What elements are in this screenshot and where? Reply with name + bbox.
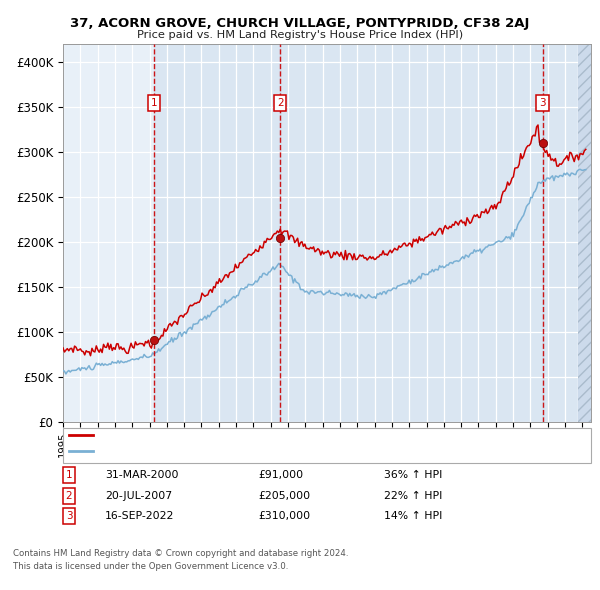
Text: 16-SEP-2022: 16-SEP-2022 (105, 512, 175, 521)
Text: 1: 1 (65, 470, 73, 480)
Text: 3: 3 (65, 512, 73, 521)
Text: 20-JUL-2007: 20-JUL-2007 (105, 491, 172, 500)
Text: This data is licensed under the Open Government Licence v3.0.: This data is licensed under the Open Gov… (13, 562, 289, 571)
Bar (578, 44, 591, 422)
Text: HPI: Average price, detached house, Rhondda Cynon Taf: HPI: Average price, detached house, Rhon… (96, 447, 377, 456)
Text: 22% ↑ HPI: 22% ↑ HPI (384, 491, 442, 500)
Text: 37, ACORN GROVE, CHURCH VILLAGE, PONTYPRIDD, CF38 2AJ (detached house): 37, ACORN GROVE, CHURCH VILLAGE, PONTYPR… (96, 430, 495, 440)
Text: 37, ACORN GROVE, CHURCH VILLAGE, PONTYPRIDD, CF38 2AJ: 37, ACORN GROVE, CHURCH VILLAGE, PONTYPR… (70, 17, 530, 30)
Bar (543, 44, 591, 422)
Text: £205,000: £205,000 (258, 491, 310, 500)
Text: Contains HM Land Registry data © Crown copyright and database right 2024.: Contains HM Land Registry data © Crown c… (13, 549, 349, 558)
Text: 1: 1 (151, 98, 157, 108)
Bar (154, 44, 280, 422)
Text: Price paid vs. HM Land Registry's House Price Index (HPI): Price paid vs. HM Land Registry's House … (137, 30, 463, 40)
Text: 2: 2 (277, 98, 284, 108)
Text: 31-MAR-2000: 31-MAR-2000 (105, 470, 179, 480)
Bar (578, 44, 591, 422)
Text: 2: 2 (65, 491, 73, 500)
Text: 36% ↑ HPI: 36% ↑ HPI (384, 470, 442, 480)
Text: £91,000: £91,000 (258, 470, 303, 480)
Bar (280, 44, 543, 422)
Text: 14% ↑ HPI: 14% ↑ HPI (384, 512, 442, 521)
Text: £310,000: £310,000 (258, 512, 310, 521)
Text: 3: 3 (539, 98, 546, 108)
